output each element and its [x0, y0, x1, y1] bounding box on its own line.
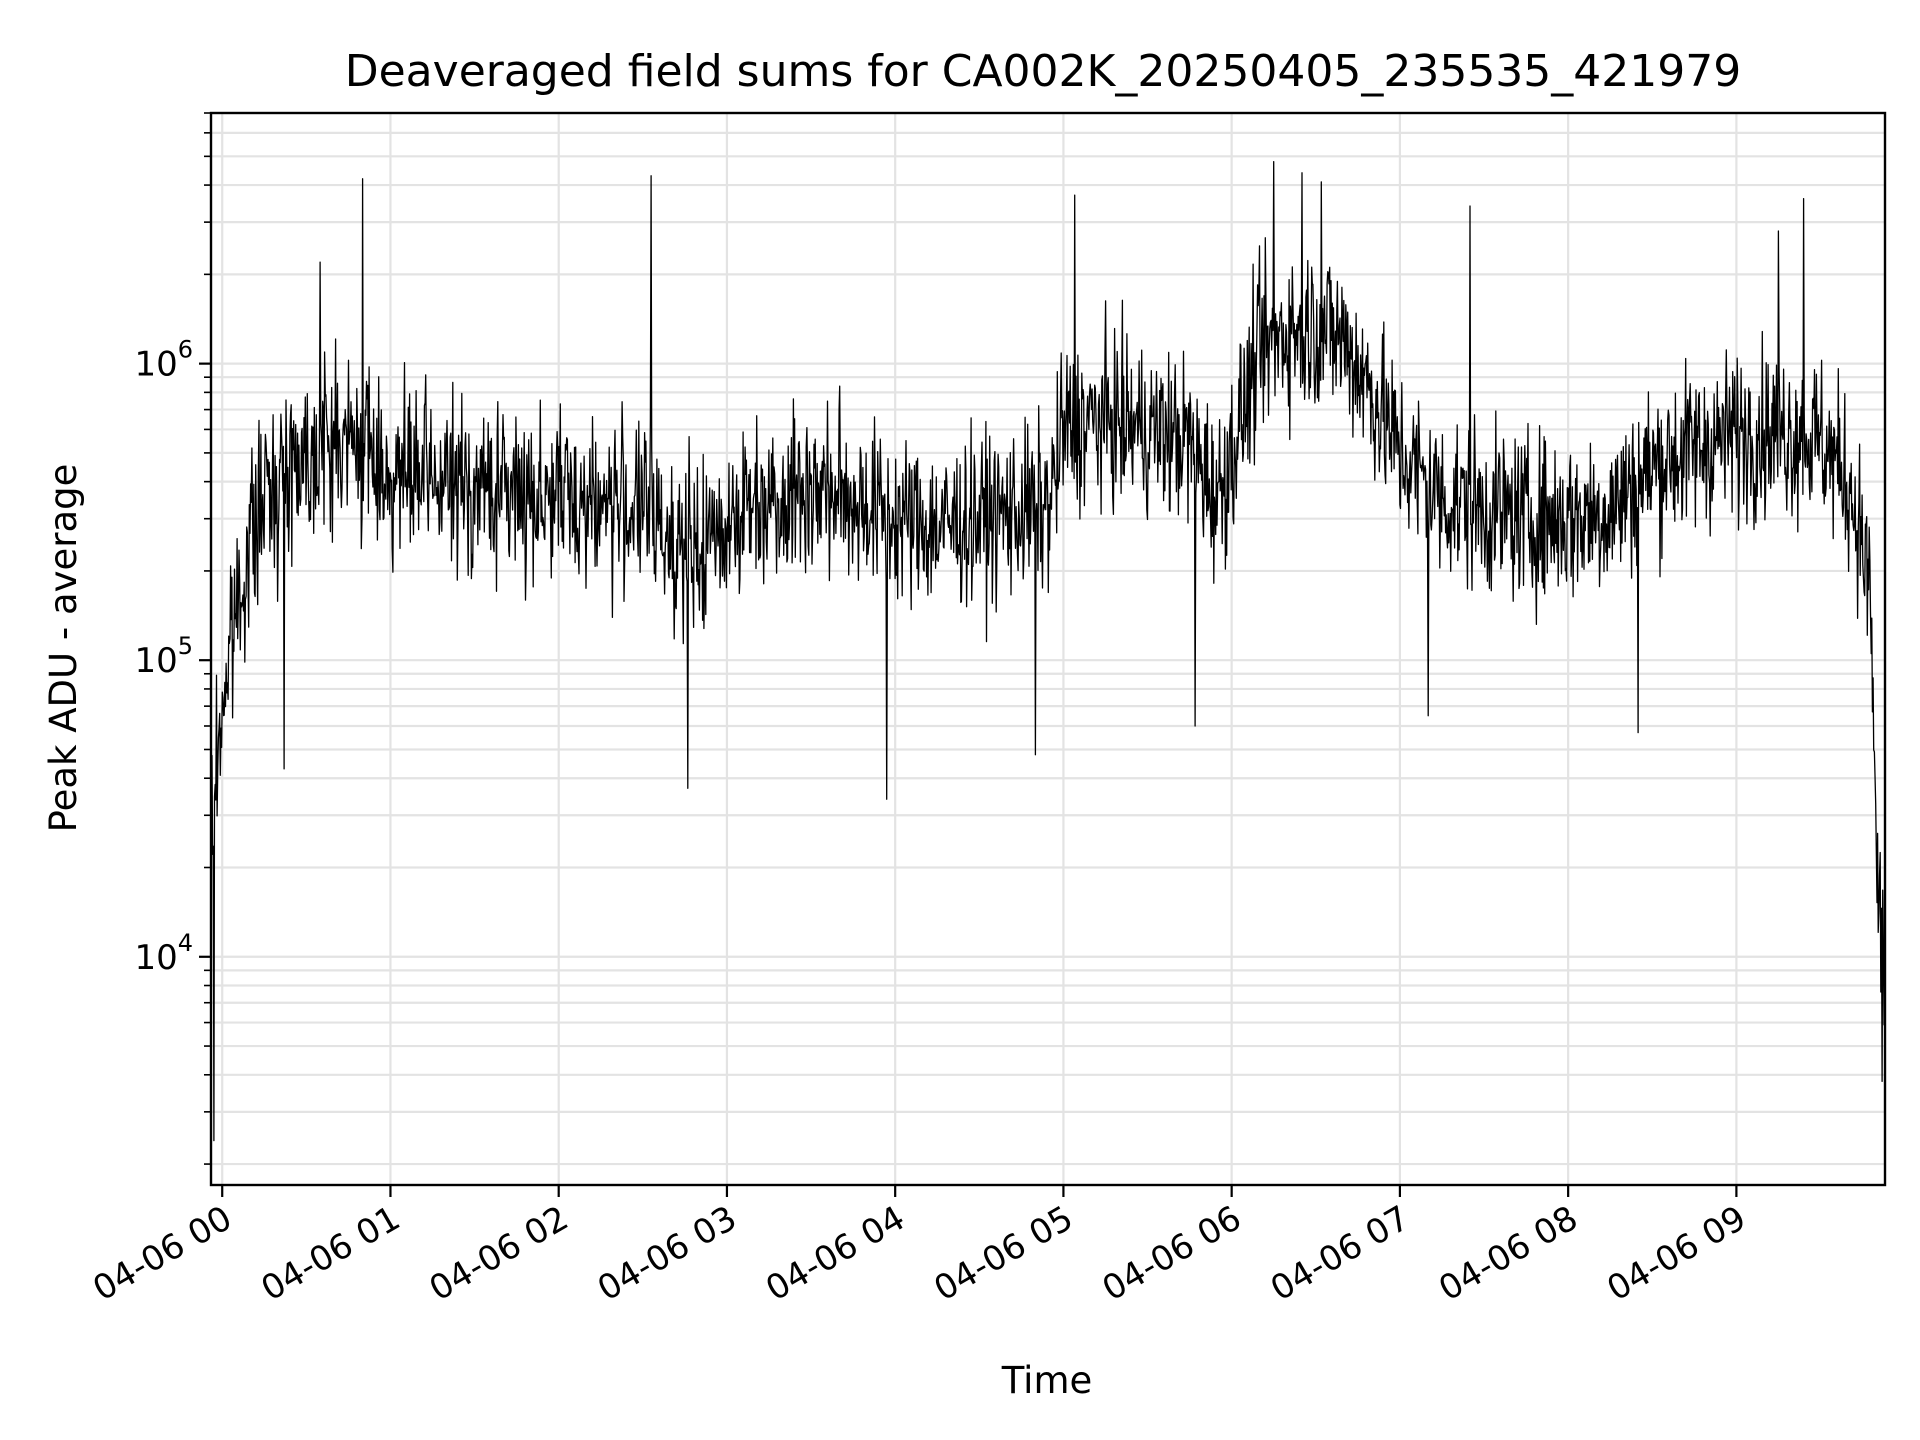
- x-tick-label: 04-06 00: [86, 1198, 238, 1309]
- y-axis-label: Peak ADU - average: [42, 464, 85, 833]
- y-tick-label: 105: [134, 632, 193, 681]
- x-tick-label: 04-06 03: [591, 1198, 743, 1309]
- grid-lines: [211, 111, 1885, 1185]
- x-tick-label: 04-06 01: [255, 1198, 407, 1309]
- x-tick-label: 04-06 02: [423, 1198, 575, 1309]
- series-layer: [210, 160, 1886, 1142]
- y-tick-label: 106: [134, 336, 193, 385]
- x-tick-label: 04-06 04: [759, 1198, 911, 1309]
- chart-title: Deaveraged field sums for CA002K_2025040…: [345, 46, 1742, 97]
- series-line: [210, 160, 1886, 1142]
- y-tick-label: 104: [134, 929, 193, 978]
- x-axis-label: Time: [1001, 1359, 1093, 1402]
- x-tick-label: 04-06 06: [1096, 1198, 1248, 1309]
- y-axis-ticks: 104 105 106: [134, 112, 211, 1165]
- x-tick-label: 04-06 07: [1264, 1198, 1416, 1309]
- x-axis-ticks: 04-06 00 04-06 01 04-06 02 04-06 03 04-06 04…: [86, 1185, 1753, 1309]
- x-tick-label: 04-06 05: [928, 1198, 1080, 1309]
- plot-frame: [209, 111, 1887, 1187]
- x-tick-label: 04-06 08: [1432, 1198, 1584, 1309]
- x-tick-label: 04-06 09: [1600, 1198, 1752, 1309]
